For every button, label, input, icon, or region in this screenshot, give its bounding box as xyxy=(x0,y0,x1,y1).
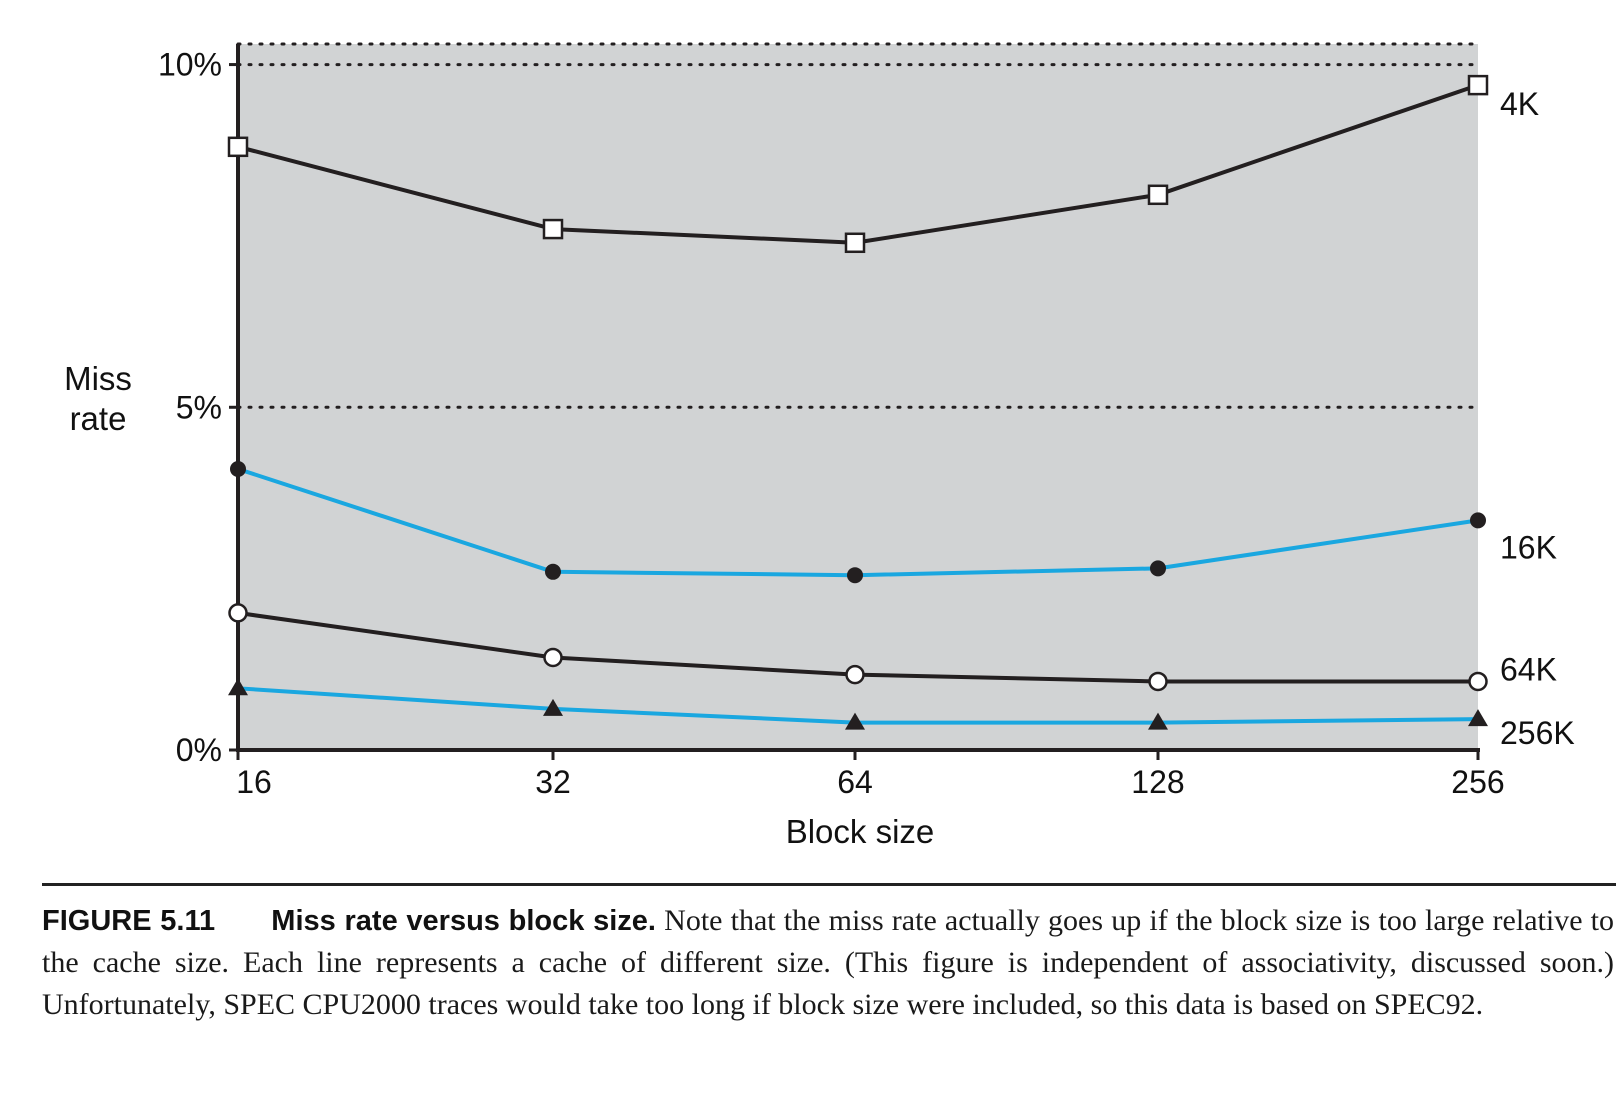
miss-rate-chart: 0% 5% 10% 16 32 64 128 256 Miss rate Block siz… xyxy=(64,42,1575,850)
series-markers xyxy=(227,74,1489,730)
marker-open-circle xyxy=(228,603,248,623)
marker-open-circle xyxy=(845,664,865,685)
series-label-4K: 4K xyxy=(1500,86,1539,122)
marker-open-circle xyxy=(1468,671,1488,692)
series-label-64K: 64K xyxy=(1500,651,1557,687)
plot-area xyxy=(238,44,1478,750)
marker-open-circle xyxy=(543,647,563,668)
series-labels: 4K 16K 64K 256K xyxy=(1500,86,1575,751)
marker-filled-circle xyxy=(1150,560,1166,577)
y-tick-label: 0% xyxy=(176,732,222,768)
marker-square xyxy=(542,218,564,240)
marker-open-circle xyxy=(1148,671,1168,692)
series-label-256K: 256K xyxy=(1500,715,1575,751)
figure-number: FIGURE 5.11 xyxy=(42,905,216,937)
y-axis-label-line-2: rate xyxy=(70,400,127,437)
x-axis-label: Block size xyxy=(786,813,935,850)
marker-filled-circle xyxy=(1470,512,1486,529)
caption-text: Note that the miss rate actually goes up… xyxy=(42,904,1615,1021)
marker-filled-circle xyxy=(545,563,561,580)
x-tick-labels: 16 32 64 128 256 xyxy=(236,764,1504,800)
marker-triangle xyxy=(1148,712,1168,730)
x-tick-label: 128 xyxy=(1131,764,1184,800)
marker-square xyxy=(844,232,866,254)
caption-rule xyxy=(42,883,1616,886)
marker-square xyxy=(1467,74,1489,96)
y-tick-label: 5% xyxy=(176,389,222,425)
marker-triangle xyxy=(228,678,248,696)
axes xyxy=(229,44,1480,760)
marker-triangle xyxy=(845,712,865,730)
x-tick-label: 16 xyxy=(236,764,272,800)
y-axis-label-line-1: Miss xyxy=(64,360,132,397)
x-tick-label: 32 xyxy=(535,764,571,800)
marker-triangle xyxy=(543,698,563,716)
y-tick-label: 10% xyxy=(158,47,222,83)
gridlines xyxy=(236,42,1480,409)
x-tick-label: 64 xyxy=(837,764,873,800)
figure-caption: FIGURE 5.11 Miss rate versus block size.… xyxy=(42,900,1614,1026)
marker-triangle xyxy=(1468,709,1488,727)
marker-square xyxy=(227,136,249,158)
marker-filled-circle xyxy=(230,460,246,477)
marker-square xyxy=(1147,184,1169,206)
series-label-16K: 16K xyxy=(1500,529,1557,565)
figure-title: Miss rate versus block size. xyxy=(271,905,656,937)
marker-filled-circle xyxy=(847,567,863,584)
y-tick-labels: 0% 5% 10% xyxy=(158,47,222,768)
x-tick-label: 256 xyxy=(1451,764,1504,800)
